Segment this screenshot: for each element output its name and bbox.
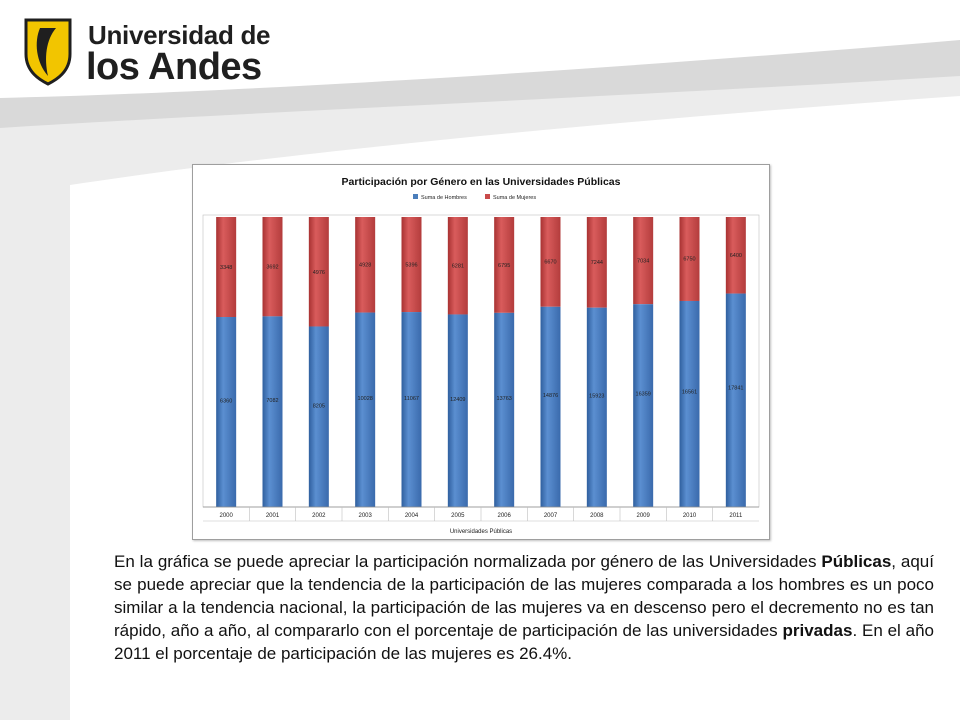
data-label-hombres: 12409 [450, 397, 465, 403]
description-text-1: En la gráfica se puede apreciar la parti… [114, 552, 822, 571]
bar-hombres-2003 [355, 312, 376, 507]
legend-swatch-mujeres [485, 194, 490, 199]
logo-shield-icon [24, 18, 72, 86]
bar-mujeres-2006 [494, 217, 515, 313]
bar-mujeres-2009 [633, 217, 654, 305]
x-tick-label: 2004 [405, 513, 419, 519]
description-bold-privadas: privadas [782, 621, 853, 640]
data-label-hombres: 6360 [220, 399, 232, 405]
description-paragraph: En la gráfica se puede apreciar la parti… [114, 550, 934, 665]
bar-mujeres-2011 [725, 217, 746, 294]
data-label-hombres: 16359 [636, 391, 651, 397]
stacked-bar-chart: Participación por Género en las Universi… [202, 176, 760, 535]
bar-hombres-2005 [447, 314, 468, 507]
data-label-mujeres: 6281 [452, 264, 464, 270]
x-tick-label: 2005 [451, 513, 465, 519]
data-label-mujeres: 4928 [359, 263, 371, 269]
legend-label-hombres: Suma de Hombres [421, 195, 467, 201]
legend-swatch-hombres [413, 194, 418, 199]
plot-frame [202, 214, 760, 508]
legend-label-mujeres: Suma de Mujeres [493, 195, 536, 201]
x-tick-label: 2009 [636, 513, 650, 519]
description-text-3: . En el año 2011 el porcentaje de partic… [114, 621, 934, 663]
bar-hombres-2010 [679, 300, 700, 507]
bar-mujeres-2000 [216, 217, 237, 318]
x-tick-label: 2006 [497, 513, 511, 519]
x-tick-label: 2001 [266, 513, 280, 519]
logo-text-line2: los Andes [86, 46, 262, 88]
data-label-hombres: 15923 [589, 393, 604, 399]
x-tick-label: 2000 [219, 513, 233, 519]
x-axis-label: Universidades Públicas [450, 529, 512, 535]
data-label-mujeres: 6795 [498, 263, 510, 269]
bar-hombres-2001 [262, 316, 283, 507]
data-label-mujeres: 7244 [591, 260, 603, 266]
x-tick-label: 2003 [358, 513, 372, 519]
data-label-mujeres: 6670 [544, 260, 556, 266]
data-label-hombres: 16561 [682, 390, 697, 396]
x-tick-label: 2010 [683, 513, 697, 519]
data-label-hombres: 14876 [543, 393, 558, 399]
data-label-hombres: 11067 [404, 396, 419, 402]
bar-hombres-2008 [586, 307, 607, 507]
data-label-mujeres: 3348 [220, 265, 232, 271]
data-label-mujeres: 4976 [313, 270, 325, 276]
university-logo: Universidad de los Andes [18, 12, 271, 92]
data-label-hombres: 7082 [266, 398, 278, 404]
bar-mujeres-2007 [540, 217, 561, 307]
logo-text-line1: Universidad de [88, 20, 271, 50]
bar-mujeres-2003 [355, 217, 376, 313]
data-label-hombres: 10028 [358, 396, 373, 402]
description-bold-publicas: Públicas [821, 552, 892, 571]
bar-hombres-2007 [540, 306, 561, 507]
data-label-hombres: 8205 [313, 404, 325, 410]
bar-mujeres-2005 [447, 217, 468, 315]
bar-hombres-2004 [401, 312, 422, 507]
data-label-mujeres: 6400 [730, 253, 742, 259]
data-label-mujeres: 3692 [266, 265, 278, 271]
data-label-mujeres: 5396 [405, 262, 417, 268]
data-label-hombres: 13763 [497, 396, 512, 402]
chart-title: Participación por Género en las Universi… [342, 176, 621, 188]
bar-mujeres-2002 [308, 217, 329, 327]
bar-hombres-2002 [308, 326, 329, 507]
x-tick-label: 2008 [590, 513, 604, 519]
bar-hombres-2009 [633, 304, 654, 507]
data-label-hombres: 17841 [728, 386, 743, 392]
x-axis: 2000 2001 2002 2003 2004 2005 2006 2007 2008 2009… [203, 506, 759, 522]
x-tick-label: 2007 [544, 513, 558, 519]
bar-hombres-2006 [494, 312, 515, 507]
bar-mujeres-2001 [262, 217, 283, 317]
bar-hombres-2000 [216, 317, 237, 507]
bar-mujeres-2010 [679, 217, 700, 301]
x-tick-label: 2011 [729, 513, 743, 519]
x-tick-label: 2002 [312, 513, 326, 519]
bar-mujeres-2008 [586, 217, 607, 308]
plot-area: 3348 6360 3692 7082 4976 8205 4928 10028 5396 110… [202, 214, 760, 508]
bar-mujeres-2004 [401, 217, 422, 313]
bar-hombres-2011 [725, 293, 746, 507]
data-label-mujeres: 6750 [683, 257, 695, 263]
description-text-2: , aquí se puede apreciar que la tendenci… [114, 552, 934, 640]
chart-container: Participación por Género en las Universi… [192, 164, 770, 540]
data-label-mujeres: 7034 [637, 258, 649, 264]
chart-legend: Suma de Hombres Suma de Mujeres [413, 194, 536, 201]
